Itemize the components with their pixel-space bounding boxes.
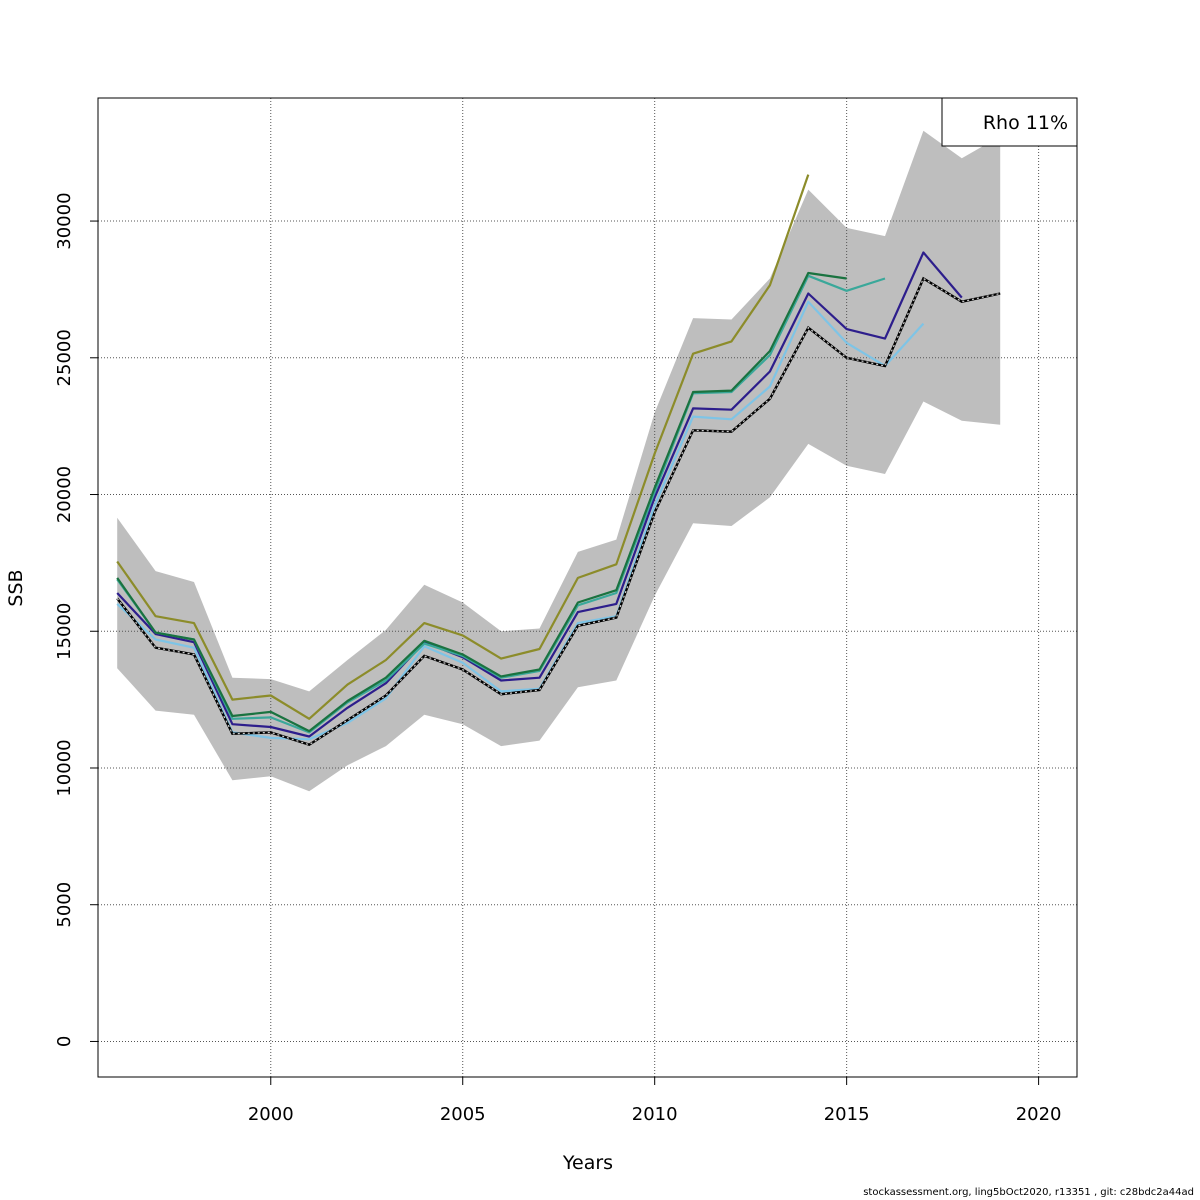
y-axis: 0 5000 10000 15000 20000 25000 30000 — [54, 192, 98, 1047]
x-tick-label: 2015 — [824, 1104, 870, 1125]
confidence-band-layer — [117, 130, 1001, 792]
x-tick-label: 2000 — [248, 1104, 294, 1125]
series-line-0-dash — [116, 277, 1001, 746]
plot-frame — [97, 97, 1078, 1078]
legend-text: Rho 11% — [983, 112, 1068, 134]
series-layer — [116, 174, 1001, 747]
legend-box — [941, 97, 1078, 147]
x-axis: 2000 2005 2010 2015 2020 — [248, 1077, 1062, 1125]
y-tick-label: 30000 — [54, 192, 75, 249]
y-tick-label: 25000 — [54, 329, 75, 386]
series-line-3 — [116, 274, 886, 734]
x-tick-label: 2005 — [440, 1104, 486, 1125]
y-tick-label: 5000 — [54, 882, 75, 928]
series-line-2 — [116, 300, 925, 741]
footer-caption: stockassessment.org, ling5bOct2020, r133… — [863, 1187, 1194, 1198]
y-tick-label: 20000 — [54, 466, 75, 523]
series-line-5 — [116, 174, 810, 720]
grid-layer — [98, 98, 1077, 1077]
y-tick-label: 15000 — [54, 603, 75, 660]
x-tick-label: 2010 — [632, 1104, 678, 1125]
series-line-4 — [116, 271, 847, 733]
confidence-band — [117, 130, 1001, 792]
legend: Rho 11% — [941, 97, 1078, 147]
x-axis-title: Years — [562, 1152, 613, 1174]
y-axis-title: SSB — [5, 569, 27, 606]
series-line-1 — [116, 251, 963, 738]
y-tick-label: 10000 — [54, 739, 75, 796]
x-tick-label: 2020 — [1016, 1104, 1062, 1125]
y-tick-label: 0 — [54, 1036, 75, 1047]
